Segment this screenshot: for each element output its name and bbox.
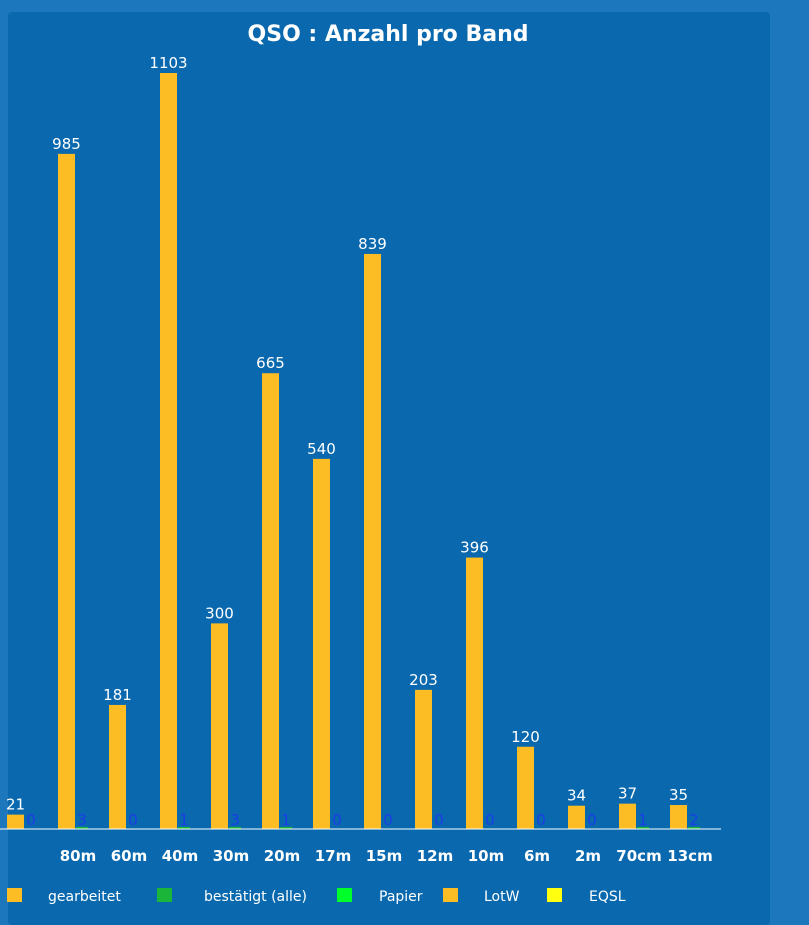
bar-gearbeitet-15m: [364, 253, 381, 829]
bar-gearbeitet-80m: [58, 153, 75, 829]
legend-label-0: gearbeitet: [48, 889, 121, 905]
label-gearbeitet-30m: 300: [205, 604, 234, 622]
label-bestaetigt-60m: 0: [128, 811, 138, 829]
legend-label-3: LotW: [484, 889, 520, 905]
label-gearbeitet-15m: 839: [358, 235, 387, 253]
bar-gearbeitet-2m: [568, 805, 585, 829]
label-bestaetigt-6m: 0: [536, 811, 546, 829]
x-tick-labels: 80m 60m 40m 30m 20m 17m 15m 12m 10m 6m 2m 70cm 13cm: [60, 847, 713, 865]
label-gearbeitet-12m: 203: [409, 671, 438, 689]
bar-bestaetigt-20m: [280, 827, 292, 829]
chart-title: QSO : Anzahl pro Band: [248, 22, 529, 47]
label-bestaetigt-30m: 3: [230, 811, 240, 829]
x-tick-label-30m: 30m: [213, 847, 250, 865]
label-bestaetigt-17m: 0: [332, 811, 342, 829]
legend-swatch-1: [157, 888, 172, 902]
label-bestaetigt-20m: 1: [281, 811, 291, 829]
bar-gearbeitet-40m: [160, 73, 177, 829]
legend-label-1: bestätigt (alle): [204, 889, 307, 905]
data-labels-layer: 2109853181011031300366515400839020303960…: [6, 54, 699, 829]
x-tick-label-17m: 17m: [315, 847, 352, 865]
label-gearbeitet-17m: 540: [307, 440, 336, 458]
label-bestaetigt-2m: 0: [587, 811, 597, 829]
bar-bestaetigt-30m: [229, 826, 241, 829]
label-bestaetigt-13cm: 2: [689, 811, 699, 829]
legend-swatch-2: [337, 888, 352, 902]
legend-label-4: EQSL: [589, 889, 626, 905]
label-bestaetigt-10m: 0: [485, 811, 495, 829]
bar-bestaetigt-80m: [76, 826, 88, 829]
bar-gearbeitet-10m: [466, 557, 483, 829]
label-gearbeitet-13cm: 35: [669, 786, 688, 804]
x-tick-label-60m: 60m: [111, 847, 148, 865]
x-tick-label-20m: 20m: [264, 847, 301, 865]
label-bestaetigt-160m: 0: [26, 811, 36, 829]
label-gearbeitet-60m: 181: [103, 686, 132, 704]
x-tick-label-6m: 6m: [524, 847, 550, 865]
label-gearbeitet-160m: 21: [6, 796, 25, 814]
legend: gearbeitet bestätigt (alle) Papier LotW EQSL: [7, 888, 626, 905]
bar-bestaetigt-40m: [178, 827, 190, 829]
label-gearbeitet-80m: 985: [52, 135, 81, 153]
label-gearbeitet-10m: 396: [460, 539, 489, 557]
bar-gearbeitet-12m: [415, 689, 432, 829]
x-tick-label-15m: 15m: [366, 847, 403, 865]
bar-bestaetigt-13cm: [688, 827, 700, 829]
label-gearbeitet-2m: 34: [567, 787, 586, 805]
legend-swatch-0: [7, 888, 22, 902]
legend-label-2: Papier: [379, 889, 423, 905]
bar-gearbeitet-20m: [262, 373, 279, 829]
x-tick-label-10m: 10m: [468, 847, 505, 865]
label-bestaetigt-70cm: 1: [638, 811, 648, 829]
legend-swatch-4: [547, 888, 562, 902]
bar-bestaetigt-70cm: [637, 827, 649, 829]
x-tick-label-2m: 2m: [575, 847, 601, 865]
label-bestaetigt-40m: 1: [179, 811, 189, 829]
x-tick-label-13cm: 13cm: [667, 847, 712, 865]
bar-gearbeitet-17m: [313, 458, 330, 829]
label-bestaetigt-80m: 3: [77, 811, 87, 829]
x-tick-label-80m: 80m: [60, 847, 97, 865]
bar-gearbeitet-30m: [211, 623, 228, 829]
label-gearbeitet-20m: 665: [256, 354, 285, 372]
bar-gearbeitet-13cm: [670, 805, 687, 829]
bar-gearbeitet-60m: [109, 704, 126, 829]
chart-panel: [8, 12, 770, 925]
x-tick-label-12m: 12m: [417, 847, 454, 865]
bar-gearbeitet-70cm: [619, 803, 636, 829]
label-bestaetigt-15m: 0: [383, 811, 393, 829]
label-gearbeitet-40m: 1103: [149, 54, 187, 72]
legend-swatch-3: [443, 888, 458, 902]
label-gearbeitet-6m: 120: [511, 728, 540, 746]
bar-gearbeitet-160m: [7, 814, 24, 829]
bar-gearbeitet-6m: [517, 746, 534, 829]
bars-layer: [7, 73, 700, 829]
x-tick-label-70cm: 70cm: [616, 847, 661, 865]
x-tick-label-40m: 40m: [162, 847, 199, 865]
label-gearbeitet-70cm: 37: [618, 785, 637, 803]
label-bestaetigt-12m: 0: [434, 811, 444, 829]
